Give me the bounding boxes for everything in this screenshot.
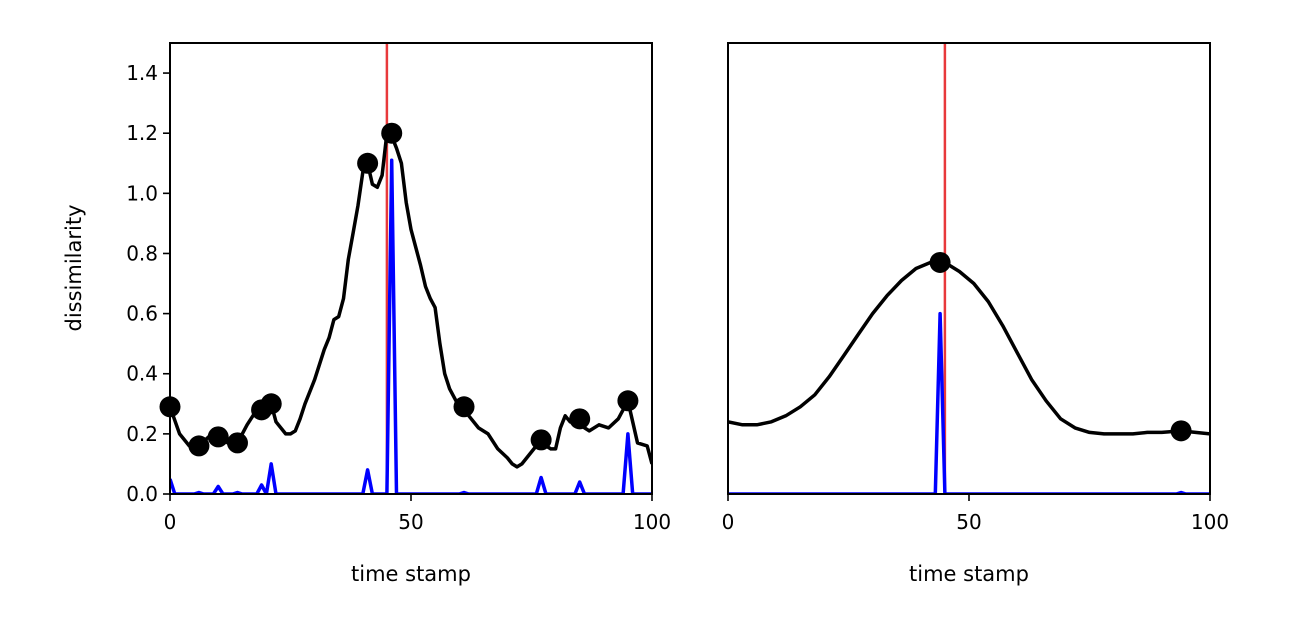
left-x-tick-label: 100 — [633, 510, 671, 534]
right-peak-marker — [1170, 420, 1192, 442]
right-axes-frame — [727, 42, 1211, 495]
left-y-tick-label: 0.2 — [126, 422, 158, 446]
left-peak-marker — [453, 396, 475, 418]
right-x-tick-label: 0 — [722, 510, 735, 534]
right-series-black-line — [728, 260, 1210, 436]
left-y-tick-label: 0.0 — [126, 482, 158, 506]
left-peak-marker — [617, 390, 639, 412]
left-y-tick-label: 0.6 — [126, 302, 158, 326]
right-x-tick-label: 100 — [1191, 510, 1229, 534]
left-peak-marker — [188, 435, 210, 457]
left-series-black-line — [170, 131, 652, 469]
left-panel: 0 50 100 0.0 0.2 0.4 0.6 0.8 1.0 1.2 1.4 time stam… — [62, 42, 671, 586]
left-ticks: 0 50 100 0.0 0.2 0.4 0.6 0.8 1.0 1.2 1.4 — [126, 61, 671, 534]
left-x-axis-label: time stamp — [351, 562, 471, 586]
left-plot-content — [159, 43, 652, 494]
left-y-axis-label: dissimilarity — [62, 204, 86, 331]
left-peak-marker — [207, 426, 229, 448]
left-peak-marker — [381, 122, 403, 144]
left-y-tick-label: 0.8 — [126, 241, 158, 265]
left-x-tick-label: 0 — [164, 510, 177, 534]
right-x-axis-label: time stamp — [909, 562, 1029, 586]
left-y-tick-label: 0.4 — [126, 362, 158, 386]
left-peak-marker — [530, 429, 552, 451]
left-y-tick-label: 1.2 — [126, 121, 158, 145]
left-peak-marker — [357, 152, 379, 174]
left-y-tick-label: 1.4 — [126, 61, 158, 85]
left-peak-marker — [226, 432, 248, 454]
right-plot-content — [728, 43, 1210, 494]
right-peak-marker — [929, 251, 951, 273]
right-ticks: 0 50 100 — [722, 494, 1229, 534]
right-x-tick-label: 50 — [956, 510, 981, 534]
left-y-tick-label: 1.0 — [126, 181, 158, 205]
left-x-tick-label: 50 — [398, 510, 423, 534]
left-peak-marker — [569, 408, 591, 430]
left-series-blue-line — [170, 158, 652, 494]
left-peak-marker — [260, 393, 282, 415]
right-panel: 0 50 100 time stamp — [722, 42, 1229, 586]
right-series-blue-line — [728, 311, 1210, 494]
